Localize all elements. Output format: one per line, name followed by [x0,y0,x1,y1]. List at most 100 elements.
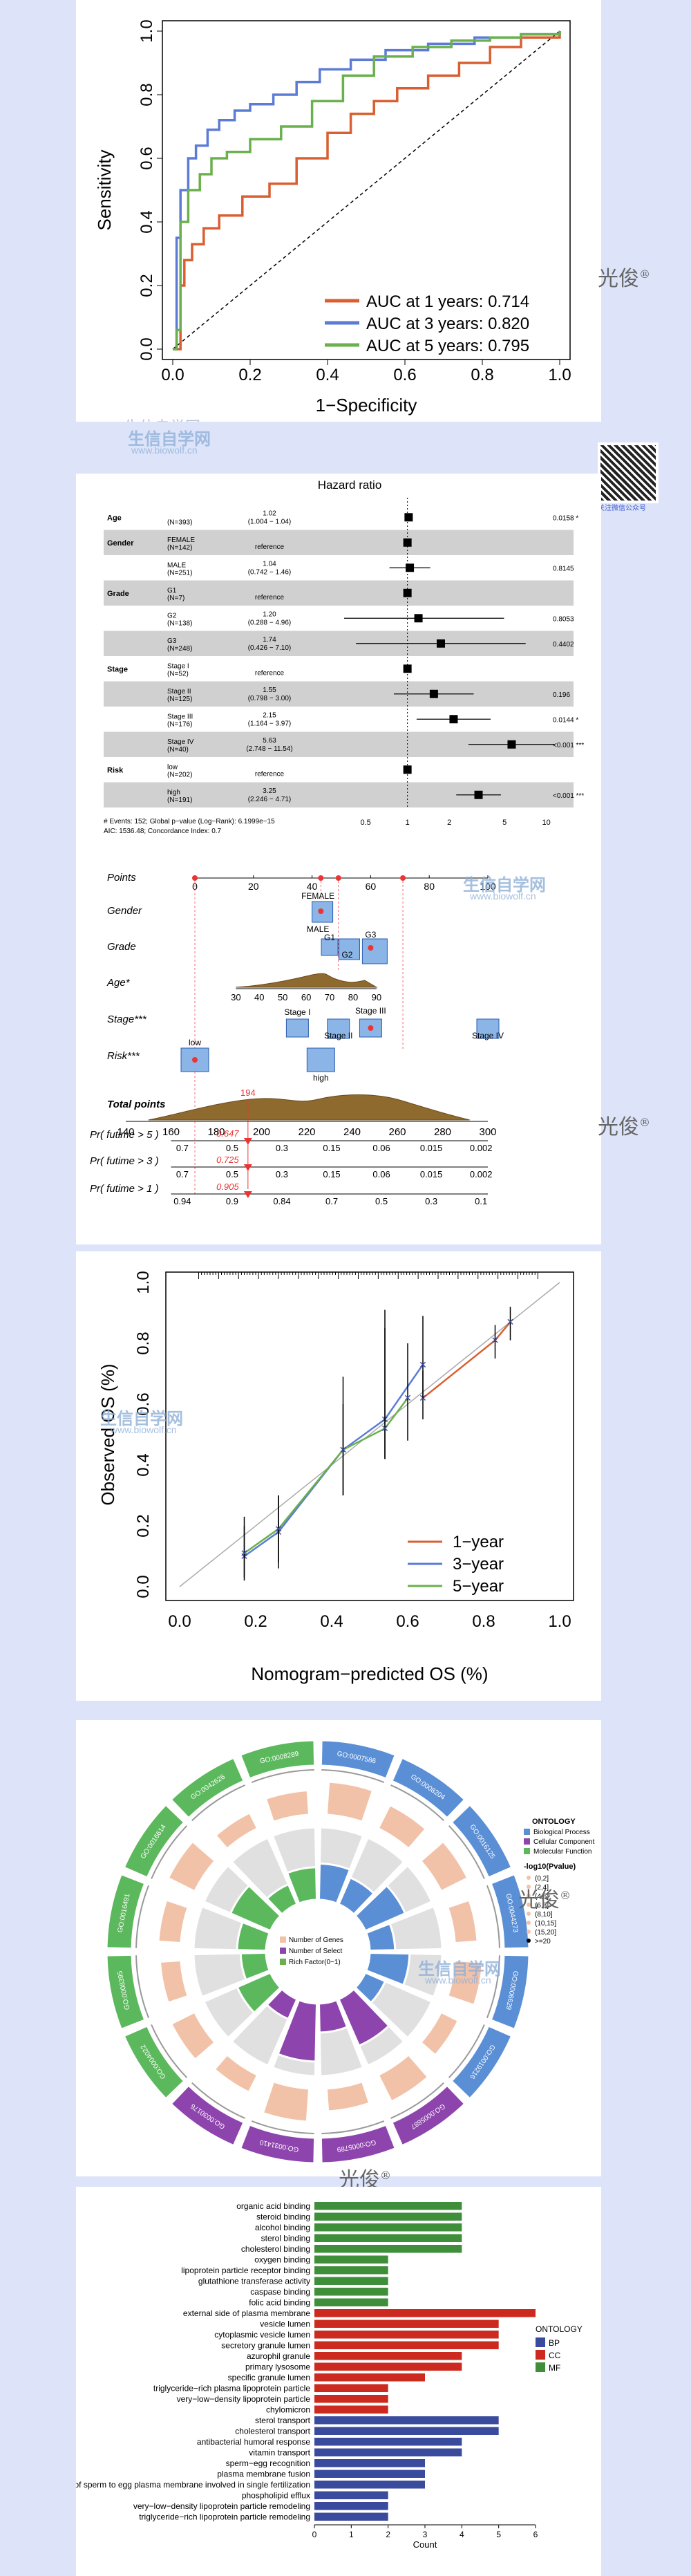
prob-tick-label: 0.7 [176,1169,189,1179]
nomogram-row-label: Gender [107,905,142,917]
calibration-chart: 0.0 0.0 0.2 0.2 0.4 0.4 0.6 0.6 0.8 0.8 1.0 1.0 Nomo… [97,1271,574,1684]
go-bar-category: glutathione transferase activity [198,2276,310,2286]
total-tick-label: 300 [479,1126,496,1138]
go-pvalue-label: (4,6] [535,1893,549,1901]
go-bar [314,2341,499,2349]
cal-legend-label: 5−year [453,1577,504,1596]
roc-curve [173,31,561,351]
go-bar [314,2298,388,2306]
go-term-segment [106,1874,145,1949]
go-bar [314,2491,388,2499]
total-tick-label: 140 [117,1126,134,1138]
age-tick-label: 90 [372,992,381,1002]
forest-level: Stage I [167,662,189,670]
go-term-segment [124,1804,184,1878]
grade-label: G2 [341,950,352,960]
go-rich-factor [317,1862,352,1905]
prob-tick-label: 0.015 [420,1169,443,1179]
go-bar [314,2416,499,2425]
go-term-segment [321,2125,395,2163]
stage-box [476,1018,500,1039]
go-bar-category: vesicle lumen [260,2319,310,2328]
gender-label: FEMALE [301,891,334,901]
go-bar-category: fusion of sperm to egg plasma membrane i… [76,2480,310,2490]
cal-point: ✕ [491,1335,500,1346]
go-rich-factor [276,1998,319,2063]
roc-ytick-label: 0.8 [138,83,156,106]
total-tick-label: 160 [162,1126,180,1138]
forest-hr: 1.20 [263,610,276,618]
forest-level: G3 [167,637,177,645]
go-bar [314,2502,388,2510]
go-pvalue-label: >=20 [535,1938,551,1945]
forest-hr-marker [414,614,423,623]
forest-ci: (1.004 − 1.04) [248,518,292,525]
forest-p: <0.001 *** [553,742,584,749]
go-bar-category: plasma membrane fusion [217,2469,310,2479]
forest-ci: (0.288 − 4.96) [248,619,292,626]
go-bar-category: sterol binding [261,2233,310,2243]
go-bar-legend-swatch [536,2362,545,2372]
go-legend-swatch [524,1829,530,1835]
prob-tick-label: 0.5 [226,1143,238,1153]
go-bar [314,2245,462,2253]
go-bar-category: external side of plasma membrane [183,2308,310,2318]
nomogram-row-label: Grade [107,941,136,953]
cal-xtick-label: 0.6 [396,1612,419,1631]
go-axis-ring [448,2024,485,2078]
go-bar [314,2459,425,2467]
points-tick-label: 60 [366,881,377,892]
go-bar-tick-label: 5 [496,2530,501,2539]
forest-n: (N=138) [167,619,192,627]
go-term-segment [392,1757,465,1818]
stage-label: Stage I [284,1007,310,1017]
go-bar [314,2362,462,2371]
roc-panel: 0.0 0.0 0.2 0.2 0.4 0.4 0.6 0.6 0.8 0.8 1.0 1.0 1−S… [76,0,601,422]
go-pvalue-label: (0,2] [535,1875,549,1883]
go-bar-category: folic acid binding [249,2297,310,2307]
forest-n: (N=40) [167,746,189,754]
forest-level: MALE [167,561,187,569]
go-bar [314,2212,462,2221]
forest-hr-marker [429,689,438,698]
points-marker [335,875,341,881]
cal-xtick-label: 1.0 [548,1612,571,1631]
forest-level: G1 [167,587,177,595]
prob-tick-label: 0.7 [176,1143,189,1153]
prob-tick-label: 0.06 [372,1143,390,1153]
go-axis-ring [135,1955,149,2019]
go-legend-swatch [524,1838,530,1845]
forest-hr-marker [474,790,483,799]
prob-marker [243,1164,252,1171]
prob-tick-label: 0.3 [276,1169,288,1179]
go-bar [314,2266,388,2275]
go-axis-ring [390,2082,444,2119]
go-pvalue-dot [527,1939,531,1943]
grade-box [321,938,339,956]
go-center-label: Number of Genes [289,1936,343,1944]
forest-hr-marker [436,639,445,648]
forest-panel: Hazard ratio Age (N=393) 1.02 (1.004 − 1.04… [76,474,601,857]
go-rich-factor [229,1884,283,1932]
stage-marker [368,1025,374,1031]
forest-ref-marker [403,588,412,597]
go-term-segment [106,1954,145,2029]
forest-n: (N=142) [167,544,192,552]
go-bar-tick-label: 0 [312,2530,317,2539]
go-count-bar [448,1901,477,1943]
go-term-segment [124,2026,184,2099]
go-bar [314,2405,388,2414]
nomogram-panel: Points Gender Grade Age* Stage*** Risk*** Tota… [76,857,601,1244]
go-count-bar [264,2082,309,2121]
prob-marker [243,1191,252,1198]
site-watermark-cn-3: 生信自学网 [100,1410,183,1428]
risk-box [306,1047,335,1072]
forest-hr: 1.55 [263,687,276,694]
go-term-segment [171,1757,244,1818]
go-bar-category: chylomicron [266,2405,310,2414]
forest-axis-label: 0.5 [360,819,370,827]
forest-var: Grade [107,590,129,598]
forest-level: high [167,789,180,796]
forest-level: Stage III [167,713,193,720]
go-bar-category: sterol transport [255,2416,311,2425]
